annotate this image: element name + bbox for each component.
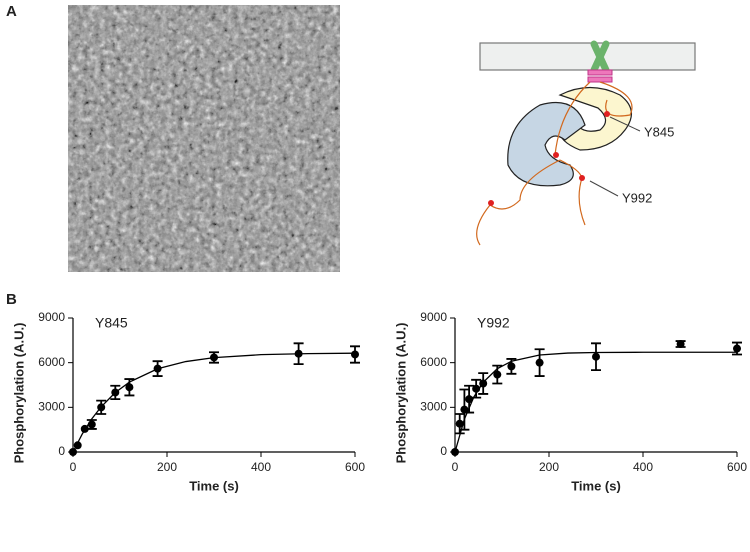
chart-title: Y992: [477, 315, 510, 331]
fit-line: [454, 351, 737, 453]
diagram: Y845 Y992: [476, 40, 696, 246]
pointer: [589, 180, 619, 197]
y-tick-label: 6000: [420, 355, 447, 369]
x-tick-label: 0: [70, 460, 77, 474]
y-tick-label: 0: [440, 444, 447, 458]
data-point: [460, 405, 469, 414]
y-tick-label: 0: [58, 444, 65, 458]
juxtamembrane: [587, 76, 613, 83]
linker: [489, 81, 633, 210]
x-axis-label: Time (s): [571, 478, 621, 493]
chart: 0 3000 6000 9000 0 200 400 600 Y845 Time (s) Phosp…: [11, 310, 365, 493]
data-point: [465, 395, 474, 404]
x-tick-label: 400: [251, 460, 271, 474]
y-tick-label: 9000: [38, 310, 65, 324]
y-tick-label: 3000: [38, 400, 65, 414]
data-point: [592, 352, 600, 361]
y-axis-label: Phosphorylation (A.U.): [393, 323, 408, 464]
tail: [476, 177, 586, 246]
site: [488, 200, 494, 206]
diagram-label: Y845: [644, 124, 674, 139]
helix: [590, 40, 610, 74]
x-tick-label: 600: [727, 460, 747, 474]
micrograph: [68, 5, 340, 272]
data-point: [351, 350, 359, 359]
pointer: [609, 116, 641, 132]
x-tick-label: 0: [452, 460, 459, 474]
data-point: [455, 419, 464, 428]
site: [579, 175, 585, 181]
membrane: [479, 42, 696, 71]
diagram-label: Y992: [622, 190, 652, 205]
data-point: [125, 383, 134, 392]
panel-label: A: [6, 3, 17, 20]
data-point: [493, 370, 502, 379]
y-tick-label: 6000: [38, 355, 65, 369]
x-tick-label: 400: [633, 460, 653, 474]
site: [553, 152, 559, 158]
data-point: [535, 358, 544, 367]
juxtamembrane: [587, 69, 613, 76]
x-tick-label: 200: [539, 460, 559, 474]
fit-line: [72, 352, 356, 453]
x-tick-label: 600: [345, 460, 365, 474]
chart: 0 3000 6000 9000 0 200 400 600 Y992 Time (s) Phosp…: [393, 310, 747, 493]
y-tick-label: 3000: [420, 400, 447, 414]
y-axis-label: Phosphorylation (A.U.): [11, 323, 26, 464]
chart-title: Y845: [95, 315, 128, 331]
data-point: [733, 344, 741, 353]
data-point: [507, 362, 516, 371]
panel-label: B: [6, 291, 17, 308]
site: [604, 111, 610, 117]
y-tick-label: 9000: [420, 310, 447, 324]
data-point: [676, 340, 685, 349]
x-tick-label: 200: [157, 460, 177, 474]
x-axis-label: Time (s): [189, 478, 239, 493]
